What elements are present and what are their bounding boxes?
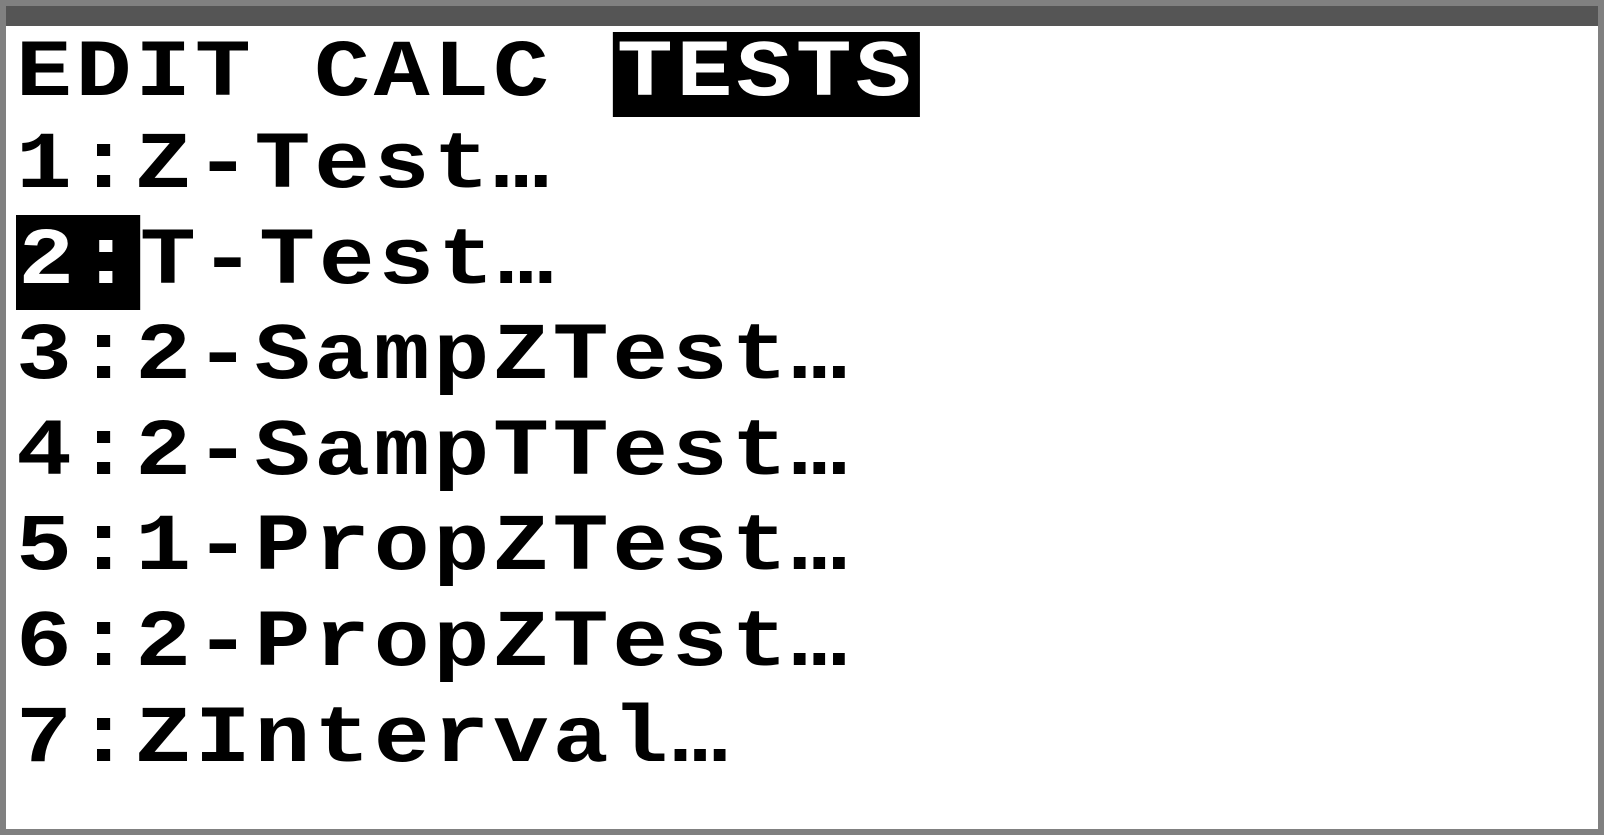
menu-item-2sampztest[interactable]: 3:2-SampZTest… <box>16 310 1604 406</box>
menu-item-label: T-Test… <box>140 215 557 311</box>
menu-item-number: 7: <box>16 693 135 789</box>
menu-item-2sampttest[interactable]: 4:2-SampTTest… <box>16 406 1604 502</box>
menu-item-ttest[interactable]: 2:T-Test… <box>16 215 1604 311</box>
menu-item-2propztest[interactable]: 6:2-PropZTest… <box>16 597 1604 693</box>
menu-item-label: 2-SampZTest… <box>135 310 851 406</box>
menu-item-number: 5: <box>16 501 135 597</box>
menu-item-label: ZInterval… <box>135 693 731 789</box>
tab-tests[interactable]: TESTS <box>612 32 919 117</box>
screen-content: EDIT CALC TESTS 1:Z-Test… 2:T-Test… 3:2-… <box>6 26 1598 788</box>
menu-item-1propztest[interactable]: 5:1-PropZTest… <box>16 501 1604 597</box>
menu-tabs: EDIT CALC TESTS <box>16 32 1604 117</box>
menu-item-number: 3: <box>16 310 135 406</box>
tab-spacer <box>553 32 613 117</box>
calculator-screen-frame: EDIT CALC TESTS 1:Z-Test… 2:T-Test… 3:2-… <box>0 0 1604 835</box>
menu-item-label: 2-PropZTest… <box>135 597 851 693</box>
tab-calc[interactable]: CALC <box>314 32 553 117</box>
menu-item-number: 6: <box>16 597 135 693</box>
menu-item-label: 1-PropZTest… <box>135 501 851 597</box>
tab-edit[interactable]: EDIT <box>16 32 255 117</box>
menu-item-zinterval[interactable]: 7:ZInterval… <box>16 693 1604 789</box>
menu-item-label: 2-SampTTest… <box>135 406 851 502</box>
menu-item-ztest[interactable]: 1:Z-Test… <box>16 119 1604 215</box>
menu-item-number: 1: <box>16 119 135 215</box>
tab-spacer <box>255 32 315 117</box>
tests-menu-list: 1:Z-Test… 2:T-Test… 3:2-SampZTest… 4:2-S… <box>16 119 1588 788</box>
menu-item-number: 4: <box>16 406 135 502</box>
menu-item-label: Z-Test… <box>135 119 552 215</box>
menu-item-number: 2: <box>16 215 140 311</box>
screen-topbar <box>6 6 1598 26</box>
